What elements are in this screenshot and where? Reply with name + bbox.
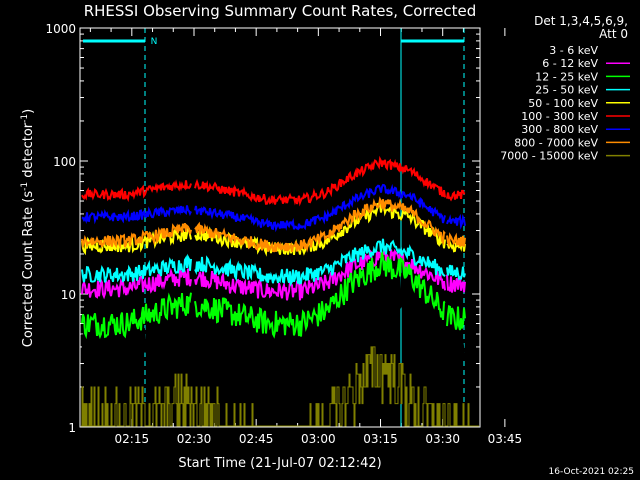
series-path	[81, 183, 466, 233]
series-path	[81, 238, 466, 287]
legend-label: 100 - 300 keV	[521, 110, 598, 123]
legend-header-line1: Det 1,3,4,5,6,9,	[534, 14, 628, 28]
plot-area	[79, 27, 506, 428]
legend-label: 6 - 12 keV	[542, 57, 598, 70]
x-tick-label: 02:15	[115, 432, 150, 446]
series-line	[81, 251, 466, 340]
y-tick-label: 100	[53, 155, 76, 169]
y-tick-labels: 1 10 100 1000	[45, 22, 76, 435]
series-line	[81, 155, 466, 207]
y-axis-label-sup1: -1	[20, 182, 30, 191]
series-path	[81, 248, 466, 301]
y-axis-label: Corrected Count Rate (s-1 detector-1)	[20, 109, 36, 347]
y-axis-label-mid: detector	[21, 122, 36, 182]
series-path	[81, 196, 466, 253]
series-line	[81, 346, 479, 427]
y-axis-label-sup2: -1	[20, 114, 30, 123]
legend-label: 800 - 7000 keV	[514, 136, 598, 149]
legend-label: 300 - 800 keV	[521, 123, 598, 136]
x-tick-label: 02:45	[239, 432, 274, 446]
series-path	[81, 265, 466, 362]
night-flag-label: N	[151, 37, 158, 47]
series-line	[81, 248, 466, 301]
x-axis-label: Start Time (21-Jul-07 02:12:42)	[178, 456, 381, 471]
legend-header-line2: Att 0	[599, 27, 628, 41]
series-path	[81, 251, 466, 340]
series-path-7000-15000kev	[81, 346, 479, 427]
x-tick-labels: 02:15 02:30 02:45 03:00 03:15 03:30 03:45	[115, 432, 523, 446]
series-line	[81, 238, 466, 287]
y-axis-label-end: )	[21, 109, 36, 114]
legend-label: 7000 - 15000 keV	[500, 150, 598, 163]
x-tick-label: 02:30	[177, 432, 212, 446]
x-tick-label: 03:15	[363, 432, 398, 446]
x-tick-label: 03:45	[488, 432, 523, 446]
series-lines	[81, 155, 479, 427]
series-path	[81, 155, 466, 207]
x-tick-label: 03:30	[425, 432, 460, 446]
legend-label: 12 - 25 keV	[535, 70, 598, 83]
footer-timestamp: 16-Oct-2021 02:25	[549, 467, 634, 477]
plot-frame	[79, 27, 481, 428]
y-tick-label: 1	[68, 421, 76, 435]
x-tick-label: 03:00	[301, 432, 336, 446]
series-line	[81, 265, 466, 362]
y-tick-label: 1000	[45, 22, 76, 36]
legend-label: 25 - 50 keV	[535, 84, 598, 97]
y-tick-label: 10	[61, 288, 76, 302]
legend-label: 3 - 6 keV	[549, 44, 598, 57]
legend-label: 50 - 100 keV	[528, 97, 598, 110]
series-line	[81, 183, 466, 233]
series-line	[81, 196, 466, 253]
chart-title: RHESSI Observing Summary Count Rates, Co…	[84, 2, 477, 20]
y-axis-label-main: Corrected Count Rate (s	[21, 191, 36, 348]
